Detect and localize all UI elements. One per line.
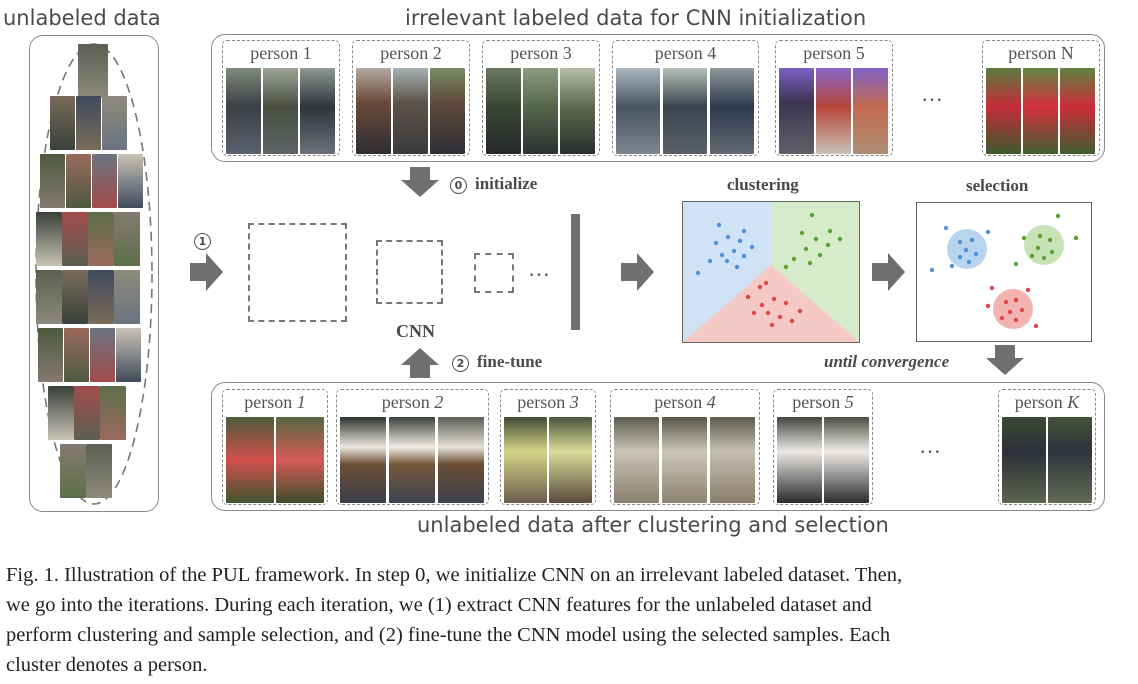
person-label: person 4 (654, 392, 716, 412)
input-arrow-icon (190, 253, 223, 291)
unlabeled-photo (38, 328, 63, 382)
unlabeled-photo (64, 328, 89, 382)
bottom-person-1: person 1 (222, 389, 328, 505)
top-person-1: person 1 (222, 40, 340, 156)
clustering-title: clustering (727, 175, 799, 194)
unlabeled-photo (88, 212, 114, 266)
selection-plot (916, 202, 1092, 342)
person-label: person 5 (803, 43, 865, 63)
finetune-label: 2 fine-tune (452, 352, 542, 372)
top-person-5: person 5 (775, 40, 893, 156)
step-2-icon: 2 (452, 354, 469, 372)
initialize-arrow-icon (401, 167, 439, 197)
unlabeled-data-panel (29, 35, 159, 512)
person-label: person 1 (250, 43, 312, 63)
cnn-layer-3 (474, 253, 514, 293)
bottom-ellipsis: … (919, 433, 943, 458)
top-person-n: person N (982, 40, 1100, 156)
bottom-person-5: person 5 (773, 389, 873, 505)
unlabeled-photo (36, 270, 62, 324)
unlabeled-photo (60, 444, 86, 498)
caption-line-4: cluster denotes a person. (6, 654, 208, 676)
unlabeled-photo (62, 212, 88, 266)
person-label: person 5 (792, 392, 854, 412)
caption-line-1: Fig. 1. Illustration of the PUL framewor… (6, 564, 903, 586)
caption-line-2: we go into the iterations. During each i… (6, 594, 872, 616)
unlabeled-photo (66, 154, 91, 208)
irrelevant-data-heading: irrelevant labeled data for CNN initiali… (405, 6, 867, 30)
top-person-4: person 4 (612, 40, 759, 156)
person-label: person 3 (510, 43, 572, 63)
unlabeled-photo (78, 44, 108, 98)
step-0-icon: 0 (450, 176, 467, 194)
extract-step-label: 1 (194, 230, 219, 250)
unlabeled-photo (88, 270, 114, 324)
cnn-layer-2 (376, 240, 443, 304)
person-label: person 3 (517, 392, 579, 412)
cnn-ellipsis: … (528, 256, 552, 281)
caption-line-3: perform clustering and sample selection,… (6, 624, 891, 646)
unlabeled-photo (48, 386, 74, 440)
unlabeled-photo (86, 444, 112, 498)
unlabeled-photo (100, 386, 126, 440)
convergence-arrow-icon (986, 345, 1024, 375)
top-person-2: person 2 (352, 40, 470, 156)
bottom-person-3: person 3 (500, 389, 596, 505)
top-person-3: person 3 (482, 40, 600, 156)
unlabeled-photo (50, 96, 75, 150)
unlabeled-photo (92, 154, 117, 208)
feature-bar-icon (571, 214, 580, 330)
person-label: person 1 (244, 392, 306, 412)
unlabeled-data-heading: unlabeled data (3, 6, 161, 30)
unlabeled-photo (76, 96, 101, 150)
clustering-plot (682, 201, 860, 343)
person-label: person 2 (381, 392, 444, 412)
person-label: person 2 (380, 43, 442, 63)
top-ellipsis: … (921, 81, 945, 106)
until-convergence-label: until convergence (824, 352, 950, 371)
unlabeled-photo (114, 212, 140, 266)
unlabeled-photo (102, 96, 127, 150)
unlabeled-photo (74, 386, 100, 440)
unlabeled-photo (90, 328, 115, 382)
bottom-person-4: person 4 (610, 389, 760, 505)
figure-caption: Fig. 1. Illustration of the PUL framewor… (6, 560, 1134, 680)
selection-arrow-icon (872, 253, 905, 291)
flow-arrows (190, 167, 1024, 378)
person-label: person 4 (654, 43, 717, 63)
unlabeled-photo (114, 270, 140, 324)
irrelevant-labeled-panel: person 1 person 2 person 3 person 4 pers… (211, 34, 1105, 162)
step-1-icon: 1 (194, 232, 211, 250)
person-label: person K (1014, 392, 1080, 412)
unlabeled-photo (40, 154, 65, 208)
unlabeled-photo (62, 270, 88, 324)
bottom-person-2: person 2 (336, 389, 489, 505)
unlabeled-photo (116, 328, 141, 382)
bottom-person-k: person K (998, 389, 1096, 505)
unlabeled-photo (118, 154, 143, 208)
after-clustering-heading: unlabeled data after clustering and sele… (417, 513, 889, 537)
cnn-layer-1 (248, 223, 347, 322)
cnn-label: CNN (396, 321, 435, 341)
initialize-label: 0 initialize (450, 174, 537, 194)
unlabeled-photo (36, 212, 62, 266)
finetune-arrow-icon (401, 348, 439, 378)
person-label: person N (1008, 43, 1074, 63)
selection-title: selection (966, 176, 1029, 195)
features-arrow-icon (621, 253, 654, 291)
selected-unlabeled-panel: person 1 person 2 person 3 person 4 pers… (211, 382, 1105, 511)
